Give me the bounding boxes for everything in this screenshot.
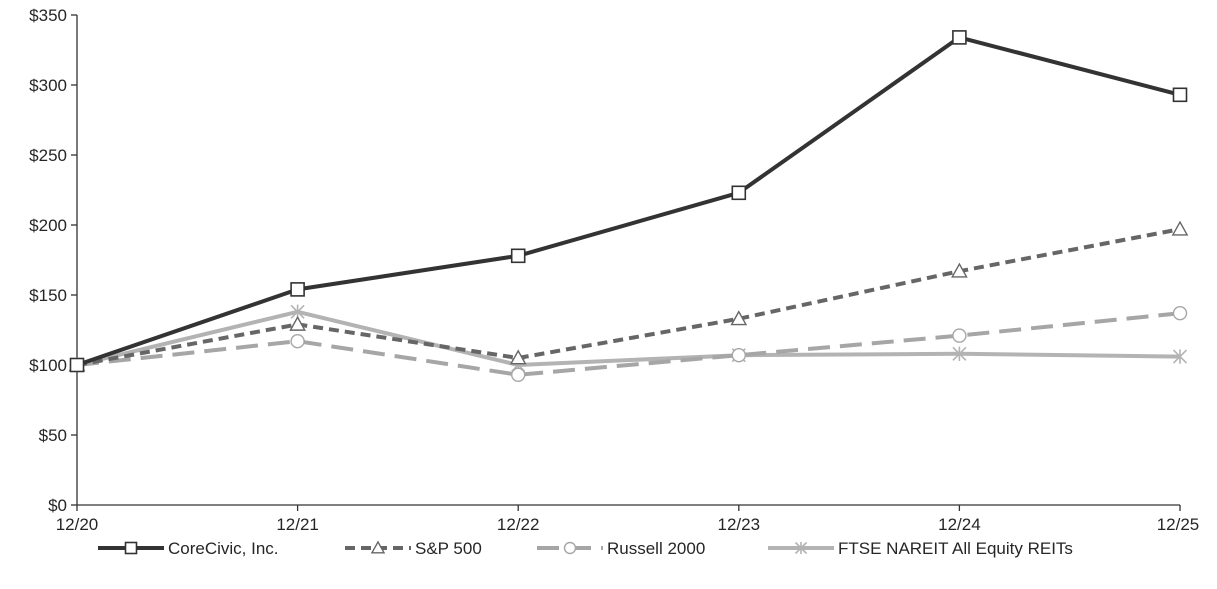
- data-point-square: [510, 248, 526, 264]
- y-tick-label: $0: [48, 496, 67, 515]
- legend-item: CoreCivic, Inc.: [98, 539, 279, 558]
- data-point-circle: [290, 334, 305, 349]
- x-tick-label: 12/22: [497, 515, 540, 534]
- data-point-square: [69, 357, 85, 373]
- data-point-circle: [511, 367, 526, 382]
- legend-label: FTSE NAREIT All Equity REITs: [838, 539, 1073, 558]
- series-layer: [68, 30, 1189, 382]
- legend-marker: [563, 541, 577, 555]
- x-tick-label: 12/25: [1157, 515, 1200, 534]
- y-axis: $0 $50 $100 $150 $200 $250 $300 $350: [29, 6, 78, 515]
- legend-marker: [370, 540, 386, 554]
- data-point-circle: [731, 348, 746, 363]
- data-point-triangle: [1171, 220, 1189, 236]
- data-point-triangle: [730, 310, 748, 326]
- x-tick-label: 12/20: [56, 515, 99, 534]
- legend-label: CoreCivic, Inc.: [168, 539, 279, 558]
- legend-label: S&P 500: [415, 539, 482, 558]
- legend-marker: [124, 541, 138, 555]
- data-point-circle: [952, 328, 967, 343]
- y-tick-label: $200: [29, 216, 67, 235]
- data-point-square: [290, 282, 305, 297]
- data-point-circle: [1172, 306, 1188, 321]
- series-3: [69, 304, 1188, 373]
- data-point-square: [731, 185, 747, 201]
- y-tick-label: $100: [29, 356, 67, 375]
- data-point-asterisk: [1172, 349, 1188, 364]
- y-tick-label: $150: [29, 286, 67, 305]
- x-tick-label: 12/24: [938, 515, 981, 534]
- y-tick-label: $50: [39, 426, 67, 445]
- x-tick-label: 12/21: [276, 515, 319, 534]
- series-2: [69, 306, 1188, 382]
- x-tick-label: 12/23: [718, 515, 761, 534]
- data-point-triangle: [951, 262, 968, 278]
- data-point-square: [952, 30, 967, 45]
- y-tick-label: $250: [29, 146, 67, 165]
- legend-item: FTSE NAREIT All Equity REITs: [768, 539, 1073, 558]
- data-point-square: [1172, 87, 1188, 103]
- series-line: [76, 227, 1181, 367]
- legend: CoreCivic, Inc. S&P 500 Russell 2000 FTSE N…: [98, 539, 1073, 558]
- legend-item: S&P 500: [345, 539, 482, 558]
- series-line: [76, 311, 1181, 377]
- series-line: [76, 309, 1181, 367]
- y-tick-label: $300: [29, 76, 67, 95]
- x-axis: 12/20 12/21 12/22 12/23 12/24 12/25: [56, 504, 1200, 534]
- data-point-triangle: [509, 349, 527, 365]
- legend-label: Russell 2000: [607, 539, 705, 558]
- legend-marker: [794, 541, 808, 555]
- data-point-asterisk: [952, 346, 967, 361]
- legend-item: Russell 2000: [537, 539, 705, 558]
- data-point-triangle: [289, 315, 306, 331]
- series-0: [69, 30, 1188, 373]
- y-tick-label: $350: [29, 6, 67, 25]
- series-line: [76, 35, 1181, 367]
